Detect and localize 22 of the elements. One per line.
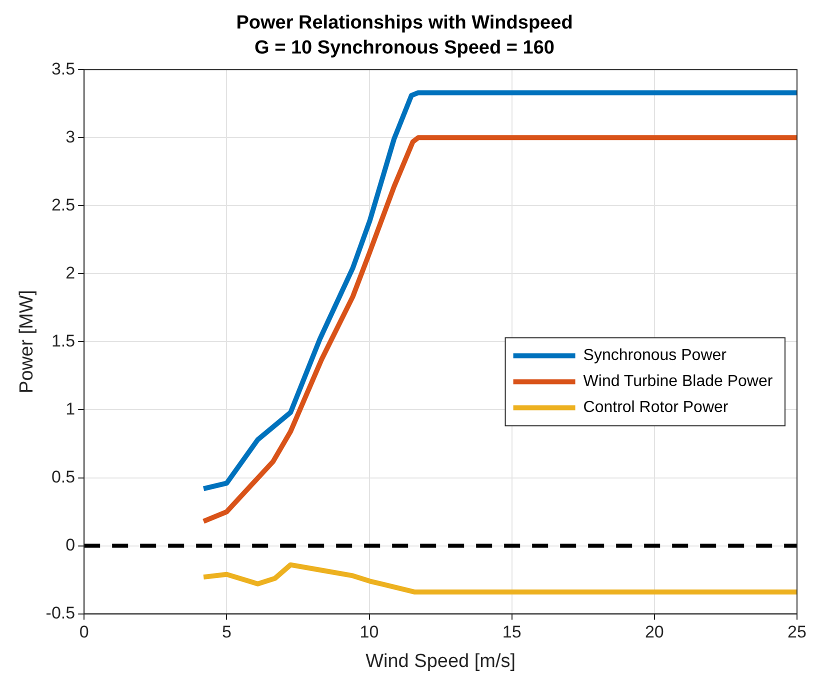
x-tick-label: 25 xyxy=(788,622,806,642)
y-tick-label: 3.5 xyxy=(51,59,76,78)
y-tick-label: 2.5 xyxy=(51,195,76,214)
chart-title: Power Relationships with Windspeed xyxy=(236,12,573,34)
x-tick-label: 10 xyxy=(360,622,379,642)
y-tick-label: 3 xyxy=(66,127,76,146)
legend-label: Control Rotor Power xyxy=(583,399,729,416)
legend-label: Wind Turbine Blade Power xyxy=(583,373,774,390)
x-tick-label: 20 xyxy=(644,622,664,642)
y-axis-title: Power [MW] xyxy=(16,290,38,394)
y-tick-label: 1 xyxy=(66,399,76,418)
y-tick-label: 0.5 xyxy=(51,467,76,486)
y-tick-label: 1.5 xyxy=(51,331,76,350)
legend-label: Synchronous Power xyxy=(583,347,728,364)
y-tick-label: -0.5 xyxy=(46,603,76,622)
x-tick-label: 0 xyxy=(79,622,89,642)
y-tick-label: 2 xyxy=(66,263,76,282)
x-axis-title: Wind Speed [m/s] xyxy=(366,650,516,672)
y-tick-label: 0 xyxy=(66,535,76,554)
chart-subtitle: G = 10 Synchronous Speed = 160 xyxy=(254,37,554,58)
x-tick-label: 15 xyxy=(502,622,522,642)
x-tick-label: 5 xyxy=(222,622,232,642)
